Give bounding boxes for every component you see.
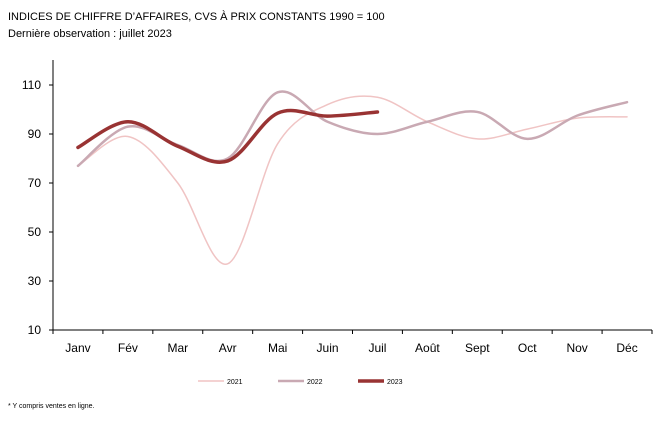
legend-label-2022: 2022 (307, 379, 323, 386)
y-tick-label: 10 (28, 323, 42, 337)
x-tick-label: Juin (317, 341, 339, 355)
series-line-2022 (76, 90, 629, 168)
x-tick-label: Déc (616, 341, 637, 355)
x-tick-label: Août (415, 341, 440, 355)
x-tick-label: Mai (268, 341, 287, 355)
x-tick-label: Nov (566, 341, 587, 355)
legend-label-2021: 2021 (227, 379, 243, 386)
x-tick-label: Mar (167, 341, 188, 355)
chart-subtitle: Dernière observation : juillet 2023 (8, 28, 172, 40)
series-line-2021 (77, 95, 628, 265)
chart-title: INDICES DE CHIFFRE D’AFFAIRES, CVS À PRI… (8, 11, 385, 23)
y-tick-label: 90 (28, 127, 42, 141)
x-tick-label: Juil (368, 341, 386, 355)
y-tick-label: 70 (28, 176, 42, 190)
y-tick-label: 50 (28, 225, 42, 239)
y-tick-label: 110 (22, 78, 41, 92)
x-tick-label: Janv (65, 341, 90, 355)
legend-label-2023: 2023 (387, 379, 403, 386)
series-line-2023 (76, 108, 380, 164)
x-tick-label: Avr (219, 341, 237, 355)
footnote: * Y compris ventes en ligne. (8, 403, 95, 410)
x-tick-label: Oct (518, 341, 537, 355)
x-tick-label: Sept (465, 341, 490, 355)
y-tick-label: 30 (28, 274, 42, 288)
x-tick-label: Fév (118, 341, 138, 355)
